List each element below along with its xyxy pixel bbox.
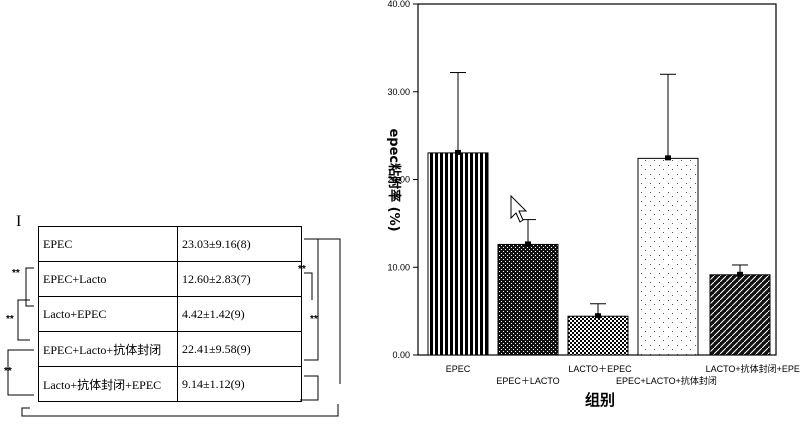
value-cell: 23.03±9.16(8) [177, 226, 302, 262]
significance-mark: ** [6, 314, 14, 325]
cursor-icon [510, 194, 528, 223]
value-cell: 22.41±9.58(9) [177, 331, 302, 367]
group-cell: Lacto+EPEC [38, 296, 178, 332]
table-row: EPEC+Lacto+抗体封闭 22.41±9.58(9) [38, 331, 302, 367]
significance-mark: ** [4, 366, 12, 377]
x-tick-label: EPEC [446, 364, 471, 374]
bracket-line [304, 272, 313, 300]
table-top-mark: I [16, 213, 22, 230]
y-tick-label: 40.00 [387, 0, 410, 9]
bracket-line [25, 267, 34, 307]
mean-marker [665, 155, 671, 161]
bar [637, 157, 699, 356]
table-row: Lacto+抗体封闭+EPEC 9.14±1.12(9) [38, 366, 302, 402]
value-cell: 9.14±1.12(9) [177, 366, 302, 402]
group-cell: EPEC+Lacto+抗体封闭 [38, 331, 178, 367]
results-table: EPEC 23.03±9.16(8) EPEC+Lacto 12.60±2.83(7)… [38, 226, 302, 402]
bar [427, 152, 489, 356]
group-cell: EPEC [38, 226, 178, 262]
x-tick-label: LACTO＋EPEC [568, 364, 632, 374]
y-tick-label: 10.00 [387, 262, 410, 272]
significance-mark: ** [298, 264, 306, 275]
group-cell: EPEC+Lacto [38, 261, 178, 297]
x-tick-label: EPEC+LACTO+抗体封闭 [616, 375, 717, 386]
y-tick-label: 30.00 [387, 87, 410, 97]
table-row: Lacto+EPEC 4.42±1.42(9) [38, 296, 302, 332]
mean-marker [595, 313, 601, 319]
significance-mark: ** [12, 268, 20, 279]
y-tick-label: 0.00 [392, 350, 410, 360]
bar [497, 243, 559, 356]
table-row: EPEC 23.03±9.16(8) [38, 226, 302, 262]
bar [709, 274, 771, 356]
significance-mark: ** [310, 314, 318, 325]
bracket-line [304, 238, 319, 361]
mean-marker [525, 241, 531, 247]
value-cell: 12.60±2.83(7) [177, 261, 302, 297]
bracket-line [304, 238, 341, 384]
y-tick-label: 20.00 [387, 175, 410, 185]
bar [567, 315, 629, 356]
bracket-line [7, 349, 34, 396]
bracket-line [21, 404, 339, 417]
x-tick-label: EPEC＋LACTO [496, 376, 559, 386]
x-axis-title: 组别 [585, 391, 615, 409]
value-cell: 4.42±1.42(9) [177, 296, 302, 332]
x-tick-label: LACTO+抗体封闭+EPEC [706, 363, 800, 374]
mean-marker [455, 149, 461, 155]
bracket-line [17, 299, 30, 341]
group-cell: Lacto+抗体封闭+EPEC [38, 366, 178, 402]
bracket-line [300, 375, 319, 401]
table-row: EPEC+Lacto 12.60±2.83(7) [38, 261, 302, 297]
y-axis-title: epec粘附率 (%) [386, 128, 402, 231]
mean-marker [737, 271, 743, 277]
